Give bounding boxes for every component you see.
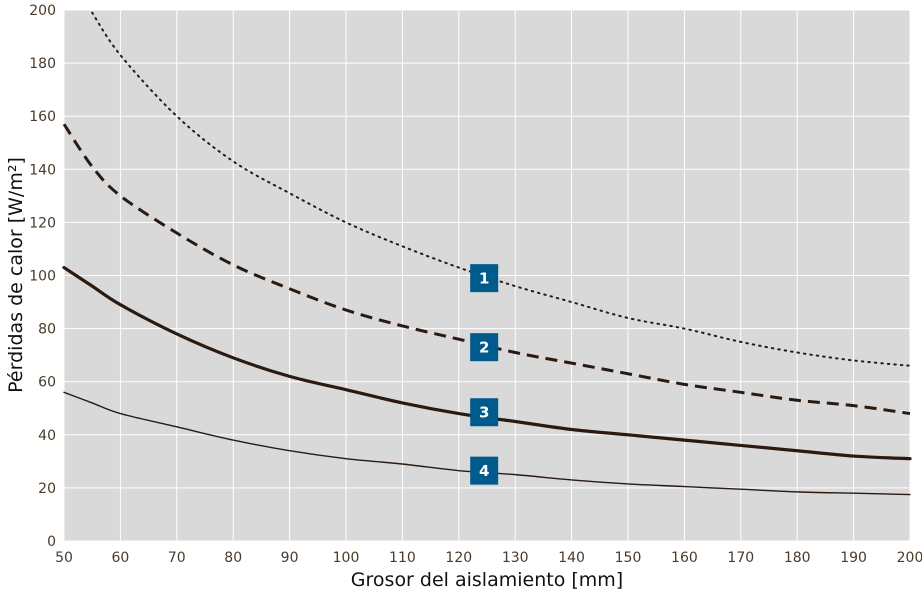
x-tick-label: 90 [281,550,299,566]
y-tick-label: 160 [29,109,56,125]
series-label-text: 4 [479,462,489,480]
x-tick-labels: 50 60 70 80 90 100 110 120 130 140 150 160 170 180 190… [55,550,922,566]
series-label-text: 2 [479,339,489,357]
series-label-text: 3 [479,404,489,422]
x-axis-title: Grosor del aislamiento [mm] [351,569,623,591]
y-tick-label: 180 [29,56,56,72]
series-line-2 [62,123,911,416]
series-line-3 [62,265,912,461]
y-tick-label: 40 [38,428,56,444]
series-line-4 [63,391,911,496]
x-tick-label: 190 [840,550,867,566]
x-tick-label: 130 [502,550,529,566]
y-tick-label: 100 [29,269,56,285]
y-tick-label: 0 [47,534,56,550]
y-tick-labels: 0 20 40 60 80 100 120 140 160 180 200 [29,3,56,550]
y-tick-label: 120 [29,215,56,231]
series-group [62,11,912,496]
series-label-badge [470,456,499,485]
series-label-3: 3 [470,398,499,427]
series-labels: 1 2 3 4 [470,264,499,485]
series-label-badge [470,333,499,362]
y-tick-label: 20 [38,481,56,497]
y-tick-label: 60 [38,375,56,391]
y-tick-label: 200 [29,3,56,19]
x-tick-label: 120 [445,550,472,566]
x-tick-label: 80 [224,550,242,566]
x-tick-label: 180 [784,550,811,566]
series-line-1 [91,11,911,367]
y-axis-title: Pérdidas de calor [W/m²] [5,157,27,393]
y-tick-label: 140 [29,162,56,178]
series-label-text: 1 [479,270,489,288]
series-label-4: 4 [470,456,499,485]
y-tick-label: 80 [38,322,56,338]
x-tick-label: 100 [333,550,360,566]
series-label-badge [470,398,499,427]
x-tick-label: 110 [389,550,416,566]
x-tick-label: 50 [55,550,73,566]
series-label-1: 1 [470,264,499,293]
x-tick-label: 200 [897,550,922,566]
x-tick-label: 70 [168,550,186,566]
x-tick-label: 60 [111,550,129,566]
x-tick-label: 160 [671,550,698,566]
x-tick-label: 140 [558,550,585,566]
x-tick-label: 150 [615,550,642,566]
series-label-2: 2 [470,333,499,362]
x-tick-label: 170 [727,550,754,566]
series-label-badge [470,264,499,293]
